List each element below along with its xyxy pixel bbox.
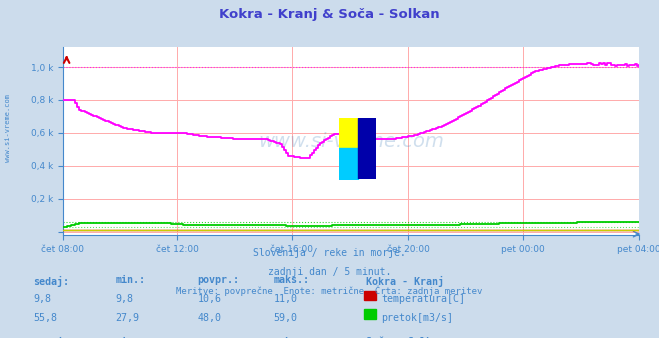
Text: 9,8: 9,8 (33, 294, 51, 304)
Text: 10,6: 10,6 (198, 294, 221, 304)
Text: Slovenija / reke in morje.: Slovenija / reke in morje. (253, 248, 406, 259)
Text: povpr.:: povpr.: (198, 337, 240, 338)
Text: zadnji dan / 5 minut.: zadnji dan / 5 minut. (268, 267, 391, 277)
Polygon shape (358, 118, 376, 178)
Text: temperatura[C]: temperatura[C] (381, 294, 465, 304)
Text: 55,8: 55,8 (33, 313, 57, 323)
Text: Kokra - Kranj & Soča - Solkan: Kokra - Kranj & Soča - Solkan (219, 8, 440, 21)
Text: 11,0: 11,0 (273, 294, 297, 304)
Text: 27,9: 27,9 (115, 313, 139, 323)
Text: 9,8: 9,8 (115, 294, 133, 304)
Text: min.:: min.: (115, 275, 146, 286)
Text: pretok[m3/s]: pretok[m3/s] (381, 313, 453, 323)
Text: Meritve: povprečne  Enote: metrične  Črta: zadnja meritev: Meritve: povprečne Enote: metrične Črta:… (177, 286, 482, 296)
Text: www.si-vreme.com: www.si-vreme.com (5, 94, 11, 163)
Text: Kokra - Kranj: Kokra - Kranj (366, 275, 444, 287)
Text: maks.:: maks.: (273, 275, 310, 286)
Text: www.si-vreme.com: www.si-vreme.com (258, 131, 444, 151)
Text: maks.:: maks.: (273, 337, 310, 338)
Text: sedaj:: sedaj: (33, 275, 69, 287)
Text: 48,0: 48,0 (198, 313, 221, 323)
Text: sedaj:: sedaj: (33, 337, 69, 338)
Text: Soča - Solkan: Soča - Solkan (366, 337, 444, 338)
Text: min.:: min.: (115, 337, 146, 338)
Text: 59,0: 59,0 (273, 313, 297, 323)
Text: povpr.:: povpr.: (198, 275, 240, 286)
